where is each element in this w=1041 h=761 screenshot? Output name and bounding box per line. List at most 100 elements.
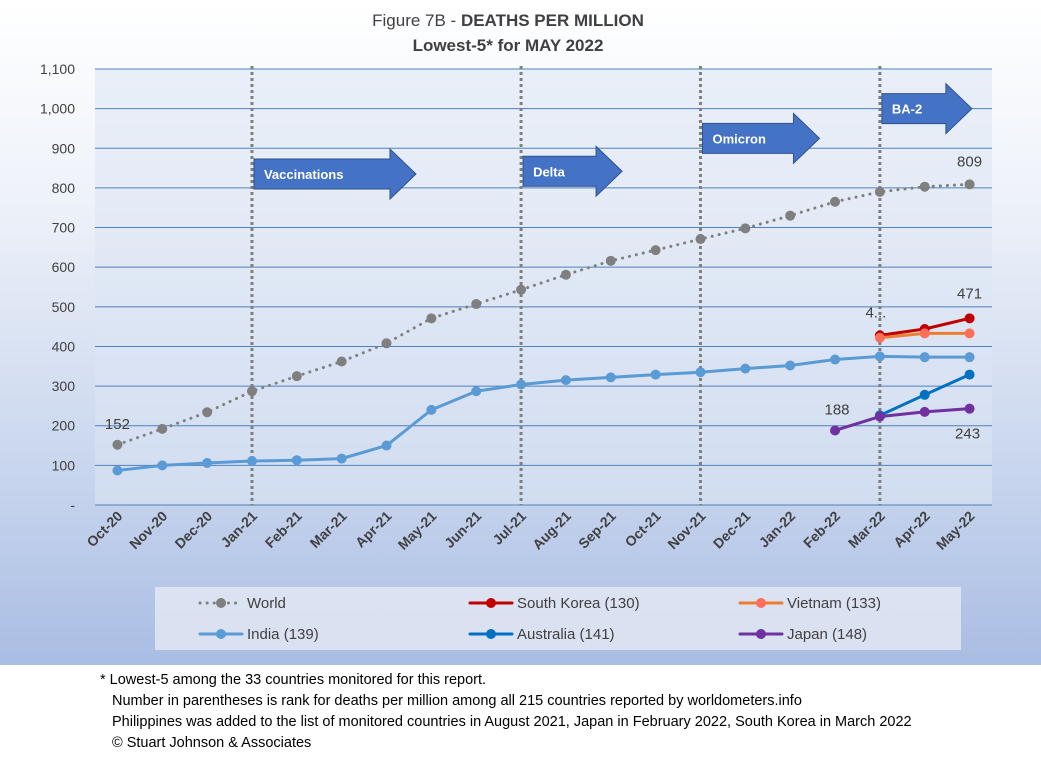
footnote-line-1: * Lowest-5 among the 33 countries monito…	[100, 672, 487, 688]
data-point-world	[919, 181, 930, 192]
x-tick-label: Aug-21	[529, 508, 574, 553]
y-tick-label: 800	[52, 180, 76, 196]
data-point-world	[605, 255, 616, 266]
data-point-india-139	[874, 351, 885, 362]
data-point-world	[740, 223, 751, 234]
data-point-japan-148	[874, 411, 885, 422]
footnote: * Lowest-5 among the 33 countries monito…	[100, 670, 1030, 754]
y-tick-label: 200	[52, 418, 76, 434]
x-tick-label: Feb-21	[262, 508, 305, 551]
y-tick-label: 1,000	[40, 101, 75, 117]
data-point-australia-141	[919, 389, 930, 400]
data-point-world	[874, 186, 885, 197]
x-tick-label: Sep-21	[575, 508, 619, 552]
plot-area: - 100 200 300 400 500 600 700 800 900 1,000 1,100 Oc…	[40, 61, 992, 553]
y-tick-label: 700	[52, 220, 76, 236]
data-point-world	[830, 196, 841, 207]
series-line-india-139	[115, 354, 972, 473]
x-tick-label: Jan-22	[756, 508, 799, 551]
footnote-line-4: © Stuart Johnson & Associates	[112, 735, 312, 751]
legend-marker-vietnam-133	[756, 598, 766, 608]
annotation-label: Omicron	[712, 131, 766, 146]
legend-label-world: World	[247, 595, 286, 612]
annotation-label: Vaccinations	[264, 167, 343, 182]
data-point-vietnam-133	[874, 332, 885, 343]
annotation-label: Delta	[533, 164, 566, 179]
x-tick-label: Dec-20	[171, 508, 215, 552]
data-point-india-139	[964, 352, 975, 363]
data-point-india-139	[112, 465, 123, 476]
legend-label-japan-148: Japan (148)	[787, 626, 867, 643]
data-point-india-139	[919, 352, 930, 363]
data-point-japan-148	[919, 406, 930, 417]
legend-marker-world	[216, 598, 226, 608]
legend: World South Korea (130) Vietnam (133) India…	[155, 587, 961, 650]
data-label: 152	[105, 416, 130, 433]
data-label: 4...	[865, 304, 886, 321]
x-tick-label: Oct-21	[622, 508, 664, 550]
data-point-india-139	[560, 375, 571, 386]
annotation-arrow	[522, 145, 623, 198]
data-point-world	[426, 313, 437, 324]
data-point-india-139	[157, 460, 168, 471]
data-point-world	[471, 299, 482, 310]
y-tick-label: 900	[52, 140, 76, 156]
chart-title: Figure 7B - DEATHS PER MILLION	[372, 11, 644, 30]
x-tick-label: Jul-21	[489, 508, 529, 548]
data-point-world	[516, 284, 527, 295]
series-line-japan-148	[833, 407, 972, 432]
data-point-india-139	[695, 367, 706, 378]
data-label: 809	[957, 153, 982, 170]
annotation-arrow	[881, 82, 973, 135]
x-tick-label: Jan-21	[217, 508, 260, 551]
x-tick-label: Feb-22	[800, 508, 843, 551]
data-point-india-139	[516, 379, 527, 390]
data-point-world	[560, 269, 571, 280]
data-point-japan-148	[830, 425, 841, 436]
deaths-per-million-chart: Figure 7B - DEATHS PER MILLION Lowest-5*…	[40, 11, 992, 650]
data-point-india-139	[605, 372, 616, 383]
y-tick-label: 100	[52, 457, 76, 473]
data-point-india-139	[830, 354, 841, 365]
x-tick-label: May-21	[395, 508, 440, 553]
x-tick-label: Dec-21	[710, 508, 754, 552]
data-point-india-139	[246, 456, 257, 467]
data-point-world	[112, 439, 123, 450]
data-point-world	[246, 386, 257, 397]
data-label: 471	[957, 285, 982, 302]
data-point-india-139	[740, 363, 751, 374]
legend-box	[155, 587, 961, 650]
y-tick-label: -	[70, 497, 75, 513]
chart-background: Figure 7B - DEATHS PER MILLION Lowest-5*…	[0, 0, 1041, 665]
x-tick-label: May-22	[933, 508, 978, 553]
data-point-india-139	[650, 369, 661, 380]
chart-subtitle: Lowest-5* for MAY 2022	[413, 36, 604, 55]
y-tick-label: 300	[52, 378, 76, 394]
data-point-india-139	[471, 386, 482, 397]
legend-label-south-korea-130: South Korea (130)	[517, 595, 640, 612]
x-tick-label: Apr-22	[890, 508, 933, 551]
chart-title-bold: DEATHS PER MILLION	[461, 11, 644, 30]
data-point-world	[650, 245, 661, 256]
x-tick-label: Nov-20	[126, 508, 170, 552]
y-tick-label: 400	[52, 338, 76, 354]
data-point-japan-148	[964, 403, 975, 414]
legend-marker-south-korea-130	[486, 598, 496, 608]
x-tick-label: Nov-21	[664, 508, 708, 552]
legend-marker-japan-148	[756, 629, 766, 639]
data-point-world	[202, 407, 213, 418]
x-tick-label: Apr-21	[352, 508, 395, 551]
data-point-world	[964, 179, 975, 190]
legend-marker-india-139	[216, 629, 226, 639]
x-tick-label: Mar-22	[845, 508, 888, 551]
x-tick-label: Mar-21	[307, 508, 350, 551]
data-label: 243	[955, 426, 980, 443]
x-tick-label: Jun-21	[441, 508, 484, 551]
annotation-label: BA-2	[892, 102, 922, 117]
data-point-india-139	[336, 453, 347, 464]
y-tick-label: 1,100	[40, 61, 75, 77]
data-point-australia-141	[964, 369, 975, 380]
y-tick-label: 500	[52, 299, 76, 315]
plot-background	[95, 69, 992, 505]
data-point-world	[336, 356, 347, 367]
